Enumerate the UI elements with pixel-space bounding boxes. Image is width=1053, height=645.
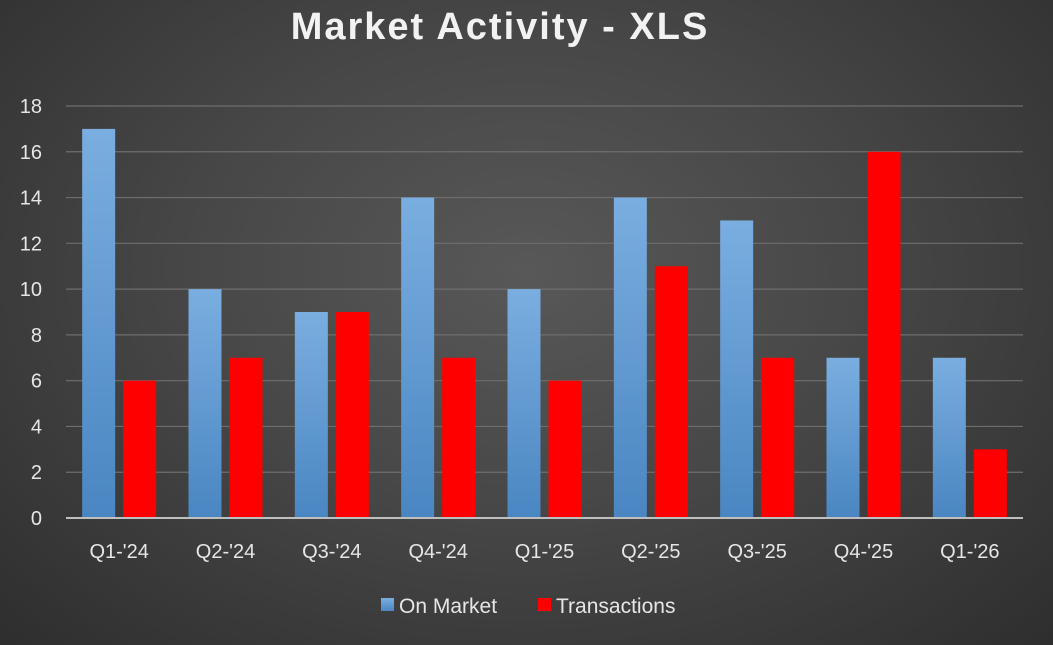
bar-on-market (294, 312, 328, 518)
y-tick-label: 4 (31, 416, 42, 438)
y-tick-label: 2 (31, 462, 42, 484)
bar-transactions (761, 357, 795, 518)
bar-on-market (507, 289, 541, 518)
bar-on-market (826, 357, 860, 518)
legend-label: Transactions (556, 595, 675, 618)
y-tick-label: 6 (31, 371, 42, 393)
x-tick-label: Q4-'25 (834, 541, 893, 563)
x-tick-label: Q4-'24 (408, 541, 467, 563)
legend-swatch-on-market (381, 598, 394, 611)
x-tick-label: Q2-'25 (621, 541, 680, 563)
y-tick-label: 10 (20, 279, 42, 301)
chart-title: Market Activity - XLS (290, 6, 710, 48)
x-tick-label: Q2-'24 (196, 541, 255, 563)
bar-transactions (335, 312, 369, 518)
x-tick-label: Q1-'25 (515, 541, 574, 563)
legend-swatch-transactions (538, 598, 551, 611)
bars (82, 128, 1007, 519)
y-tick-label: 8 (31, 325, 42, 347)
y-tick-label: 16 (20, 142, 42, 164)
bar-transactions (867, 151, 901, 518)
bar-on-market (720, 220, 754, 518)
legend: On Market Transactions (381, 595, 675, 618)
bar-transactions (548, 380, 582, 518)
bar-on-market (82, 128, 116, 518)
y-tick-label: 18 (20, 96, 42, 118)
x-tick-label: Q1-'24 (89, 541, 148, 563)
bar-transactions (229, 357, 263, 518)
x-tick-label: Q3-'25 (727, 541, 786, 563)
y-tick-label: 14 (20, 188, 42, 210)
bar-on-market (613, 197, 647, 519)
gridlines (66, 105, 1023, 473)
axes: 0 2 4 6 8 10 12 14 16 18 Q1-'24 Q2-'24 Q3-'24 Q4-'24 Q… (20, 96, 1023, 563)
x-tick-label: Q1-'26 (940, 541, 999, 563)
y-tick-label: 12 (20, 233, 42, 255)
y-tick-label: 0 (31, 508, 42, 530)
bar-transactions (973, 449, 1007, 518)
bar-on-market (188, 289, 222, 518)
bar-transactions (123, 380, 157, 518)
bar-on-market (401, 197, 435, 519)
x-tick-label: Q3-'24 (302, 541, 361, 563)
bar-transactions (654, 266, 688, 518)
bar-transactions (442, 357, 476, 518)
legend-label: On Market (399, 595, 497, 618)
bar-on-market (932, 357, 966, 518)
